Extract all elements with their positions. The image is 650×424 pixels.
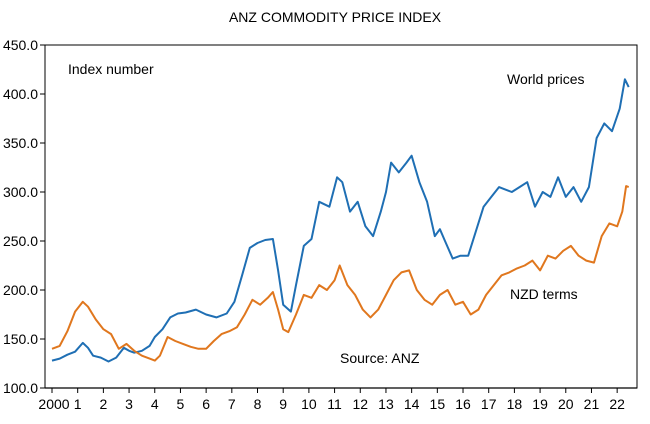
x-tick-label: 15 — [430, 396, 446, 412]
y-axis-label: Index number — [68, 61, 154, 77]
y-tick-label: 350.0 — [3, 135, 38, 151]
x-tick-label: 19 — [532, 396, 548, 412]
source-note: Source: ANZ — [340, 350, 420, 366]
y-tick-label: 450.0 — [3, 37, 38, 53]
x-tick-label: 14 — [404, 396, 420, 412]
y-tick-label: 150.0 — [3, 331, 38, 347]
x-tick-label: 22 — [609, 396, 625, 412]
y-tick-label: 100.0 — [3, 380, 38, 396]
x-tick-label: 11 — [327, 396, 342, 412]
x-tick-label: 6 — [202, 396, 210, 412]
x-tick-label: 2000 — [38, 396, 69, 412]
x-tick-label: 7 — [228, 396, 236, 412]
x-tick-label: 5 — [177, 396, 185, 412]
y-axis: 100.0 150.0 200.0 250.0 300.0 350.0 400.0 450.0 — [3, 37, 45, 396]
nzd-terms-label: NZD terms — [510, 286, 578, 302]
x-tick-label: 16 — [455, 396, 471, 412]
x-tick-label: 12 — [352, 396, 368, 412]
x-tick-label: 2 — [99, 396, 107, 412]
x-tick-label: 9 — [279, 396, 287, 412]
chart-title: ANZ COMMODITY PRICE INDEX — [229, 9, 442, 25]
series-line-world-prices — [51, 78, 630, 363]
x-axis-ticks: 2000 1 2 3 4 5 6 7 8 9 10 11 12 13 14 15 16 17 18 19 20 21 22 — [38, 388, 625, 412]
y-tick-label: 400.0 — [3, 86, 38, 102]
x-tick-label: 8 — [254, 396, 262, 412]
series-layer — [51, 78, 630, 363]
plot-frame — [44, 44, 638, 389]
x-tick-label: 17 — [481, 396, 497, 412]
x-tick-label: 20 — [558, 396, 574, 412]
x-tick-label: 21 — [584, 396, 600, 412]
x-tick-label: 1 — [74, 396, 82, 412]
x-tick-label: 13 — [378, 396, 394, 412]
y-tick-label: 250.0 — [3, 233, 38, 249]
x-tick-label: 18 — [507, 396, 523, 412]
x-tick-label: 4 — [151, 396, 159, 412]
world-prices-label: World prices — [507, 71, 585, 87]
x-tick-label: 3 — [125, 396, 133, 412]
x-tick-label: 10 — [301, 396, 317, 412]
y-tick-label: 300.0 — [3, 184, 38, 200]
series-line-nzd-terms — [51, 185, 630, 362]
y-tick-label: 200.0 — [3, 282, 38, 298]
